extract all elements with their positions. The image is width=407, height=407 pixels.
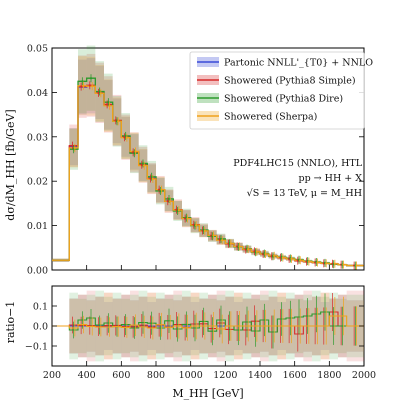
point-3-bin-12 (169, 200, 172, 203)
point-3-bin-13 (177, 208, 180, 212)
point-3-bin-23 (264, 252, 267, 256)
point-3-bin-30 (325, 262, 328, 265)
point-3-bin-16 (203, 229, 206, 233)
point-1-bin-3 (88, 84, 91, 87)
ratio-ylabel: ratio−1 (4, 301, 17, 344)
point-3-bin-28 (307, 260, 310, 263)
legend-label-0: Partonic NNLL'_{T0} + NNLO (224, 58, 373, 69)
main-ytick-label-4: 0.04 (27, 88, 48, 99)
point-3-bin-25 (281, 256, 284, 259)
point-3-bin-21 (247, 248, 250, 251)
xtick-label-5: 1200 (213, 370, 237, 381)
point-2-bin-2 (81, 80, 84, 83)
main-ytick-label-5: 0.05 (27, 44, 48, 55)
point-3-bin-15 (195, 224, 198, 227)
main-ytick-label-0: 0.00 (27, 266, 48, 277)
point-3-bin-18 (221, 239, 224, 242)
point-3-bin-3 (91, 85, 94, 88)
point-3-bin-7 (125, 136, 128, 139)
ratio-ytick-label-2: 0.1 (33, 302, 48, 313)
xtick-label-0: 200 (43, 370, 61, 381)
point-3-bin-17 (212, 234, 215, 237)
main-frame (51, 47, 365, 271)
annotation-process: pp → HH + X (299, 173, 363, 184)
ratio-ytick-label-0: −0.1 (25, 342, 48, 353)
xlabel: M_HH [GeV] (172, 387, 243, 400)
ratio-panel: −0.1 0.0 0.1 200 400 600 800 1000 1200 1400 1600 18… (25, 285, 376, 381)
point-3-bin-8 (134, 150, 137, 153)
point-3-bin-20 (238, 245, 241, 248)
point-3-bin-31 (333, 262, 336, 265)
point-3-bin-33 (355, 264, 358, 267)
point-3-bin-2 (82, 84, 85, 87)
main-ytick-label-3: 0.03 (27, 132, 48, 143)
xtick-label-4: 1000 (179, 370, 203, 381)
point-2-bin-5 (107, 101, 110, 104)
point-3-bin-29 (316, 261, 319, 264)
main-panel: 0.00 0.01 0.02 0.03 0.04 0.05 (27, 44, 365, 277)
point-3-bin-14 (186, 217, 189, 220)
point-2-bin-4 (98, 90, 101, 93)
main-ytick-label-2: 0.02 (27, 177, 48, 188)
xtick-label-9: 2000 (352, 370, 376, 381)
point-3-bin-22 (255, 250, 258, 253)
xtick-label-8: 1800 (317, 370, 341, 381)
point-2-bin-8 (133, 152, 136, 155)
point-3-bin-27 (299, 259, 302, 262)
point-3-bin-19 (229, 242, 232, 245)
point-3-bin-24 (273, 254, 276, 257)
point-3-bin-6 (117, 120, 120, 123)
xtick-label-2: 600 (112, 370, 130, 381)
ratio-ytick-label-1: 0.0 (33, 322, 48, 333)
point-1-bin-12 (166, 200, 169, 203)
main-ylabel: dσ/dM_HH [fb/GeV] (4, 109, 17, 220)
xtick-label-1: 400 (78, 370, 96, 381)
annotation-pdf: PDF4LHC15 (NNLO), HTL (233, 158, 362, 169)
legend-frame (189, 51, 365, 130)
point-3-bin-9 (143, 164, 146, 167)
point-2-bin-7 (124, 134, 127, 138)
point-1-bin-1 (71, 144, 74, 147)
point-1-bin-5 (106, 103, 109, 106)
legend-label-3: Showered (Sherpa) (224, 112, 317, 123)
point-2-bin-12 (167, 197, 171, 201)
legend-label-2: Showered (Pythia8 Dire) (224, 94, 343, 105)
point-3-bin-10 (151, 177, 154, 181)
legend: Partonic NNLL'_{T0} + NNLO Showered (Pyth… (189, 51, 373, 130)
point-3-bin-11 (160, 188, 163, 191)
point-2-bin-10 (150, 175, 153, 178)
point-3-bin-1 (73, 146, 76, 149)
legend-label-1: Showered (Pythia8 Simple) (224, 76, 356, 87)
series-line-3 (52, 85, 364, 267)
point-1-bin-2 (80, 85, 83, 88)
xtick-label-7: 1600 (283, 370, 307, 381)
xtick-label-3: 800 (147, 370, 165, 381)
main-ytick-label-1: 0.01 (27, 221, 48, 232)
annotation-energy: √S = 13 TeV, μ = M_HH (247, 188, 362, 199)
point-3-bin-32 (342, 263, 345, 266)
point-3-bin-5 (108, 104, 111, 107)
xtick-label-6: 1400 (248, 370, 272, 381)
point-2-bin-3 (89, 77, 93, 80)
point-1-bin-10 (149, 177, 152, 180)
point-3-bin-4 (99, 92, 102, 95)
annotation-block: PDF4LHC15 (NNLO), HTL pp → HH + X √S = 1… (233, 158, 362, 199)
point-2-bin-9 (141, 162, 145, 165)
point-3-bin-26 (290, 257, 293, 260)
